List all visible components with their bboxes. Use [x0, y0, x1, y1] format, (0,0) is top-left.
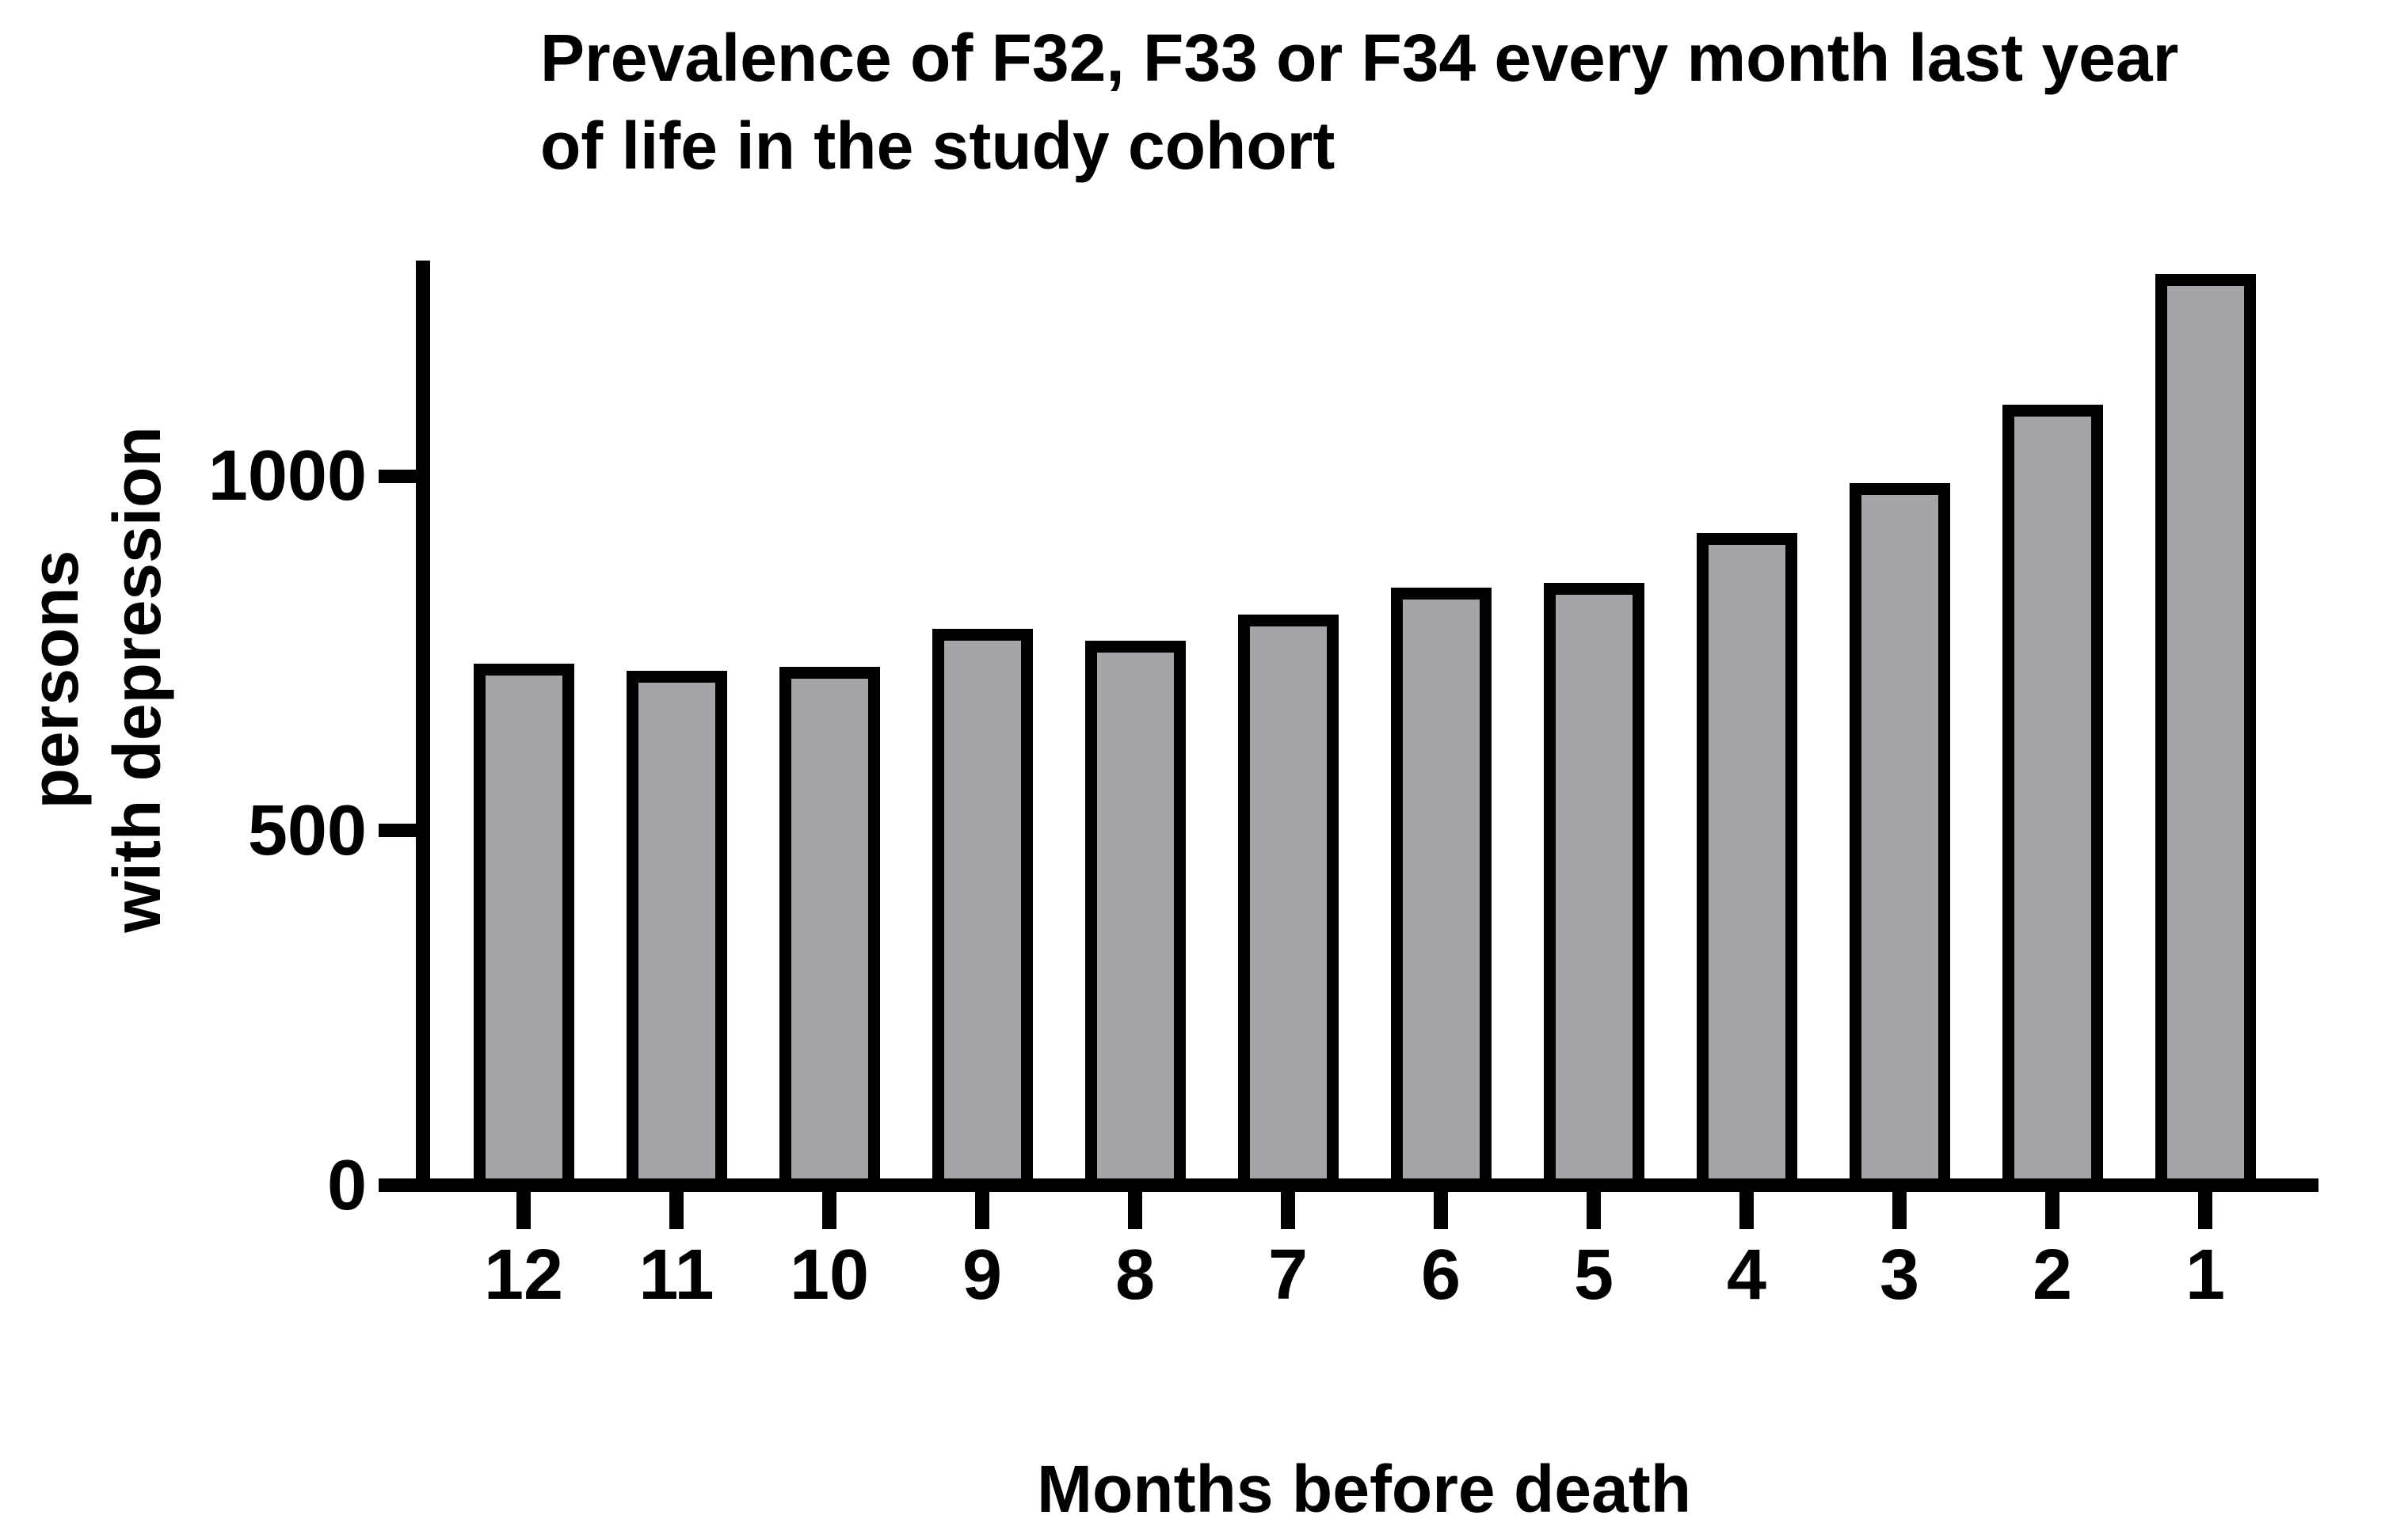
bar-month-5	[1543, 583, 1644, 1192]
x-tick-label-10: 10	[789, 1235, 870, 1315]
bar-month-4	[1696, 532, 1797, 1192]
x-tick-label-6: 6	[1420, 1235, 1461, 1315]
bar-month-6	[1390, 588, 1492, 1192]
x-tick-7	[1281, 1192, 1295, 1229]
y-axis-label-line1: persons	[17, 550, 92, 809]
bar-month-8	[1084, 640, 1186, 1192]
x-tick-12	[516, 1192, 531, 1229]
y-tick-label-500: 500	[247, 790, 367, 870]
x-tick-5	[1587, 1192, 1601, 1229]
y-axis-line	[416, 261, 430, 1192]
bar-month-2	[2002, 405, 2103, 1192]
x-tick-8	[1128, 1192, 1142, 1229]
x-tick-label-1: 1	[2185, 1235, 2226, 1315]
x-tick-label-3: 3	[1879, 1235, 1920, 1315]
x-tick-label-5: 5	[1573, 1235, 1614, 1315]
chart-title-line1: Prevalence of F32, F33 or F34 every mont…	[540, 21, 2179, 95]
x-tick-10	[822, 1192, 836, 1229]
y-tick-1000	[379, 469, 430, 483]
bar-month-12	[473, 664, 574, 1192]
x-tick-label-8: 8	[1114, 1235, 1156, 1315]
x-axis-line	[379, 1178, 2318, 1192]
x-tick-6	[1434, 1192, 1448, 1229]
bar-month-7	[1237, 614, 1339, 1192]
y-tick-label-0: 0	[326, 1145, 367, 1225]
bar-month-9	[932, 628, 1033, 1192]
x-tick-label-2: 2	[2032, 1235, 2073, 1315]
y-tick-label-1000: 1000	[208, 436, 367, 516]
chart-title-line2: of life in the study cohort	[540, 108, 1335, 183]
bar-month-3	[1849, 482, 1950, 1192]
x-tick-4	[1739, 1192, 1754, 1229]
x-tick-label-4: 4	[1726, 1235, 1767, 1315]
x-tick-label-9: 9	[962, 1235, 1003, 1315]
y-tick-500	[379, 824, 430, 838]
x-tick-label-7: 7	[1267, 1235, 1309, 1315]
x-tick-2	[2045, 1192, 2059, 1229]
chart-title: Prevalence of F32, F33 or F34 every mont…	[540, 14, 2178, 190]
x-tick-3	[1892, 1192, 1907, 1229]
bar-month-11	[626, 671, 727, 1192]
x-tick-1	[2198, 1192, 2212, 1229]
bar-month-1	[2155, 273, 2256, 1192]
x-tick-9	[975, 1192, 989, 1229]
bar-month-10	[779, 666, 880, 1192]
x-tick-label-11: 11	[638, 1235, 714, 1315]
x-axis-title: Months before death	[1036, 1452, 1692, 1526]
x-tick-label-12: 12	[483, 1235, 564, 1315]
x-tick-11	[669, 1192, 684, 1229]
